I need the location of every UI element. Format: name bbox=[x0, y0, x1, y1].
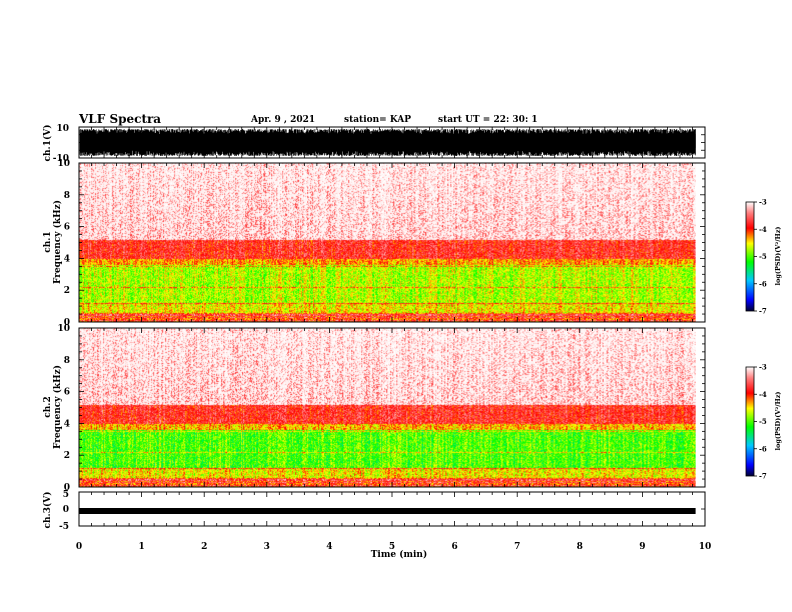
ch1-spectrogram-image bbox=[79, 163, 696, 322]
freq-tick-label: 0 bbox=[64, 318, 70, 328]
date-label: Apr. 9 , 2021 bbox=[251, 115, 316, 125]
ch1-colorbar: -3 -4 -5 -6 -7 log(PSD)(V²/Hz) bbox=[745, 198, 782, 316]
colorbar-tick-label: -5 bbox=[759, 417, 767, 426]
time-tick-label: 0 bbox=[76, 542, 82, 552]
ch1-waveform-core bbox=[80, 134, 696, 148]
ch1-spectrogram-ylabel-channel: ch.1 bbox=[43, 231, 53, 252]
time-tick-label: 8 bbox=[577, 542, 583, 552]
ch1-ytick-bottom: -10 bbox=[53, 154, 69, 164]
ch1-spectrogram-ylabel-frequency: Frequency (kHz) bbox=[52, 200, 63, 284]
ch2-spectrogram-panel: ch.2 Frequency (kHz) 0 2 4 6 8 10 bbox=[43, 324, 706, 493]
colorbar-tick-label: -6 bbox=[759, 279, 767, 288]
ch1-colorbar-label: log(PSD)(V²/Hz) bbox=[774, 227, 782, 286]
freq-tick-label: 0 bbox=[64, 483, 70, 493]
colorbar-tick-label: -5 bbox=[759, 252, 767, 261]
ch2-colorbar-ticks: -3 -4 -5 -6 -7 bbox=[754, 363, 767, 481]
freq-tick-label: 4 bbox=[64, 419, 70, 429]
ch1-waveform-ticks bbox=[78, 126, 706, 159]
time-axis-label: Time (min) bbox=[371, 549, 428, 560]
freq-tick-label: 10 bbox=[57, 324, 70, 334]
time-axis-tick-labels: 0 1 2 3 4 5 6 7 8 9 10 bbox=[76, 542, 711, 552]
colorbar-tick-label: -7 bbox=[759, 307, 767, 316]
ch2-colorbar: -3 -4 -5 -6 -7 log(PSD)(V²/Hz) bbox=[745, 363, 782, 481]
freq-tick-label: 2 bbox=[64, 286, 70, 296]
ch1-colorbar-ticks: -3 -4 -5 -6 -7 bbox=[754, 198, 767, 316]
time-tick-label: 4 bbox=[326, 542, 332, 552]
ch3-ytick-middle: 0 bbox=[63, 505, 69, 515]
ch2-spectrogram-ylabel-channel: ch.2 bbox=[43, 396, 53, 417]
ch2-spectrogram-ticks: 0 2 4 6 8 10 bbox=[57, 324, 706, 493]
ch1-waveform-panel: ch.1(V) 10 -10 bbox=[42, 124, 706, 164]
ch1-waveform-ylabel: ch.1(V) bbox=[42, 125, 53, 162]
plot-title: VLF Spectra bbox=[79, 112, 162, 126]
ch1-ytick-top: 10 bbox=[56, 124, 69, 134]
colorbar-tick-label: -6 bbox=[759, 444, 767, 453]
colorbar-tick-label: -4 bbox=[759, 390, 767, 399]
freq-tick-label: 2 bbox=[64, 451, 70, 461]
ch1-spectrogram-panel: ch.1 Frequency (kHz) 0 2 4 6 8 10 bbox=[43, 159, 706, 328]
time-tick-label: 5 bbox=[389, 542, 395, 552]
time-tick-label: 2 bbox=[201, 542, 207, 552]
ch1-waveform-trace bbox=[79, 129, 696, 156]
ch1-spectrogram-ticks: 0 2 4 6 8 10 bbox=[57, 159, 706, 328]
freq-tick-label: 6 bbox=[64, 223, 70, 233]
freq-tick-label: 4 bbox=[64, 254, 70, 264]
time-tick-label: 9 bbox=[639, 542, 645, 552]
ch2-spectrogram-ylabel-frequency: Frequency (kHz) bbox=[52, 365, 63, 449]
time-tick-label: 7 bbox=[514, 542, 520, 552]
time-tick-label: 6 bbox=[451, 542, 457, 552]
colorbar-tick-label: -4 bbox=[759, 225, 767, 234]
ch3-waveform-ylabel: ch.3(V) bbox=[42, 492, 53, 529]
ch1-colorbar-scale bbox=[745, 201, 755, 312]
ch3-waveform-ticks bbox=[78, 491, 706, 527]
time-tick-label: 10 bbox=[699, 542, 712, 552]
time-tick-label: 3 bbox=[264, 542, 270, 552]
ch2-colorbar-label: log(PSD)(V²/Hz) bbox=[774, 392, 782, 451]
freq-tick-label: 10 bbox=[57, 159, 70, 169]
ch3-ytick-top: 5 bbox=[63, 490, 69, 500]
time-tick-label: 1 bbox=[138, 542, 144, 552]
freq-tick-label: 6 bbox=[64, 388, 70, 398]
ch3-waveform-panel: ch.3(V) 5 0 -5 0 1 2 3 4 5 6 7 8 9 10 Time (min) bbox=[42, 490, 711, 560]
start-time-label: start UT = 22: 30: 1 bbox=[438, 115, 538, 125]
colorbar-tick-label: -3 bbox=[759, 363, 767, 372]
station-label: station= KAP bbox=[344, 115, 412, 125]
ch2-spectrogram-image bbox=[79, 328, 696, 487]
freq-tick-label: 8 bbox=[64, 356, 70, 366]
ch3-waveform-trace bbox=[79, 508, 696, 514]
colorbar-tick-label: -7 bbox=[759, 472, 767, 481]
freq-tick-label: 8 bbox=[64, 191, 70, 201]
ch2-colorbar-scale bbox=[745, 366, 755, 477]
ch3-ytick-bottom: -5 bbox=[59, 522, 69, 532]
colorbar-tick-label: -3 bbox=[759, 198, 767, 207]
